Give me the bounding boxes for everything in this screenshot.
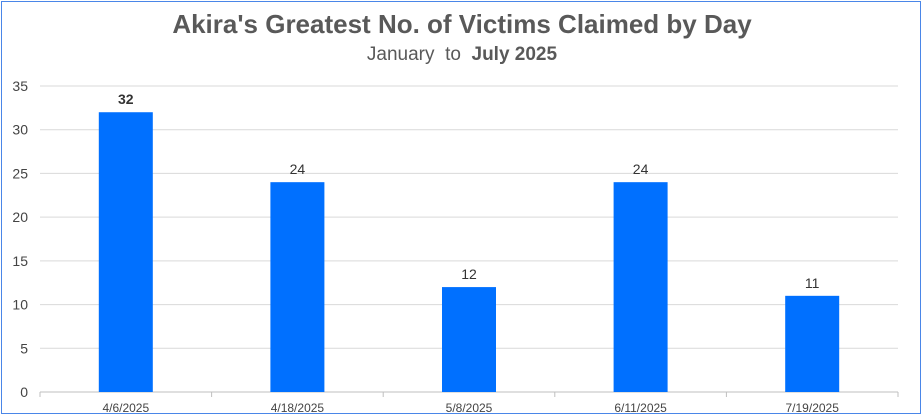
bar bbox=[785, 295, 840, 392]
bars bbox=[98, 112, 840, 392]
x-tick-label: 4/6/2025 bbox=[102, 401, 149, 415]
bar bbox=[98, 112, 153, 392]
x-tick-label: 7/19/2025 bbox=[786, 401, 840, 415]
data-label: 11 bbox=[805, 275, 820, 291]
subtitle-connector: to bbox=[445, 44, 461, 65]
y-tick-label: 0 bbox=[20, 384, 28, 400]
data-label: 24 bbox=[290, 161, 306, 177]
data-label: 24 bbox=[633, 161, 649, 177]
subtitle-start: January bbox=[366, 44, 435, 65]
x-tick-label: 5/8/2025 bbox=[446, 401, 493, 415]
subtitle-end: July 2025 bbox=[471, 44, 558, 65]
x-axis-ticks: 4/6/2025 4/18/2025 5/8/2025 6/11/2025 7/19/2… bbox=[102, 401, 839, 415]
chart-subtitle: January to July 2025 bbox=[0, 44, 924, 66]
data-labels: 32 24 12 24 11 bbox=[118, 91, 820, 291]
x-tick-label: 6/11/2025 bbox=[614, 401, 667, 415]
bar bbox=[270, 182, 325, 392]
y-axis-ticks: 0 5 10 15 20 25 30 35 bbox=[12, 78, 28, 400]
data-label: 32 bbox=[118, 91, 134, 107]
y-tick-label: 30 bbox=[12, 122, 28, 138]
x-tick-label: 4/18/2025 bbox=[271, 401, 325, 415]
y-tick-label: 10 bbox=[12, 297, 28, 313]
data-label: 12 bbox=[461, 266, 477, 282]
bar bbox=[442, 287, 496, 392]
chart-title: Akira's Greatest No. of Victims Claimed … bbox=[172, 9, 752, 39]
axes bbox=[39, 391, 899, 397]
y-tick-label: 35 bbox=[12, 78, 28, 94]
y-tick-label: 25 bbox=[12, 165, 28, 181]
y-tick-label: 5 bbox=[20, 340, 28, 356]
y-tick-label: 15 bbox=[12, 253, 28, 269]
bar bbox=[613, 182, 668, 392]
y-tick-label: 20 bbox=[12, 209, 28, 225]
